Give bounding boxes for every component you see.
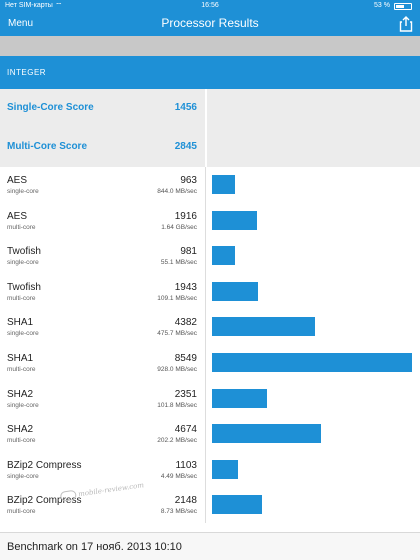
result-row: BZip2 Compress multi-core 2148 8.73 MB/s… — [0, 487, 420, 522]
navigation-bar: Menu Processor Results — [0, 12, 420, 36]
result-name: BZip2 Compress — [7, 459, 82, 471]
result-rate: 4.49 MB/sec — [160, 472, 197, 480]
result-mode: single-core — [7, 259, 39, 267]
battery-icon — [394, 3, 412, 10]
battery-percentage: 53 % — [374, 2, 390, 9]
single-core-score-label: Single-Core Score — [7, 102, 94, 113]
result-name: Twofish — [7, 246, 41, 258]
result-mode: multi-core — [7, 366, 36, 373]
toolbar-spacer — [0, 36, 420, 56]
result-mode: single-core — [7, 472, 39, 480]
footer: Benchmark on 17 нояб. 2013 10:10 — [0, 532, 420, 560]
result-bar — [212, 459, 238, 479]
score-summary: Single-Core Score 1456 Multi-Core Score … — [0, 89, 420, 167]
result-name: AES — [7, 175, 28, 186]
share-icon[interactable] — [399, 16, 413, 32]
result-row: SHA2 multi-core 4674 202.2 MB/sec — [0, 416, 420, 451]
result-mode: multi-core — [7, 437, 36, 445]
result-row: SHA1 multi-core 8549 928.0 MB/sec — [0, 345, 420, 380]
result-mode: multi-core — [7, 294, 36, 302]
result-rate: 109.1 MB/sec — [157, 294, 197, 302]
result-mode: single-core — [7, 330, 39, 338]
result-rate: 475.7 MB/sec — [157, 330, 197, 338]
result-bar — [212, 175, 235, 194]
single-core-score-value: 1456 — [174, 102, 197, 113]
result-mode: multi-core — [7, 508, 36, 516]
result-row: Twofish single-core 981 55.1 MB/sec — [0, 238, 420, 273]
result-score: 4382 — [174, 317, 197, 329]
result-score: 1943 — [174, 281, 197, 293]
result-bar — [212, 281, 258, 301]
result-score: 2351 — [174, 388, 197, 400]
result-name: SHA1 — [7, 353, 34, 364]
multi-core-score-value: 2845 — [174, 141, 197, 152]
result-mode: single-core — [7, 401, 39, 409]
result-rate: 1.64 GB/sec — [161, 223, 197, 231]
result-score: 1916 — [174, 210, 197, 222]
result-bar — [212, 424, 322, 444]
result-row: AES multi-core 1916 1.64 GB/sec — [0, 203, 420, 238]
section-header-label: INTEGER — [7, 68, 47, 77]
result-rate: 8.73 MB/sec — [160, 508, 197, 516]
section-header-integer: INTEGER — [0, 56, 420, 89]
status-bar: Нет SIM-карты ⌔ 16:56 53 % — [0, 0, 420, 12]
menu-button[interactable]: Menu — [8, 18, 34, 29]
result-name: SHA2 — [7, 424, 34, 436]
result-name: BZip2 Compress — [7, 495, 82, 507]
result-score: 1103 — [175, 459, 197, 471]
multi-core-score-label: Multi-Core Score — [7, 141, 88, 152]
result-rate: 101.8 MB/sec — [157, 401, 197, 409]
multi-core-score-row: Multi-Core Score 2845 — [0, 128, 205, 166]
result-rate: 928.0 MB/sec — [157, 366, 197, 373]
page-title: Processor Results — [161, 16, 259, 30]
result-name: SHA1 — [7, 317, 34, 329]
result-rate: 844.0 MB/sec — [157, 188, 197, 195]
result-row: Twofish multi-core 1943 109.1 MB/sec — [0, 274, 420, 309]
result-score: 963 — [180, 175, 197, 186]
wifi-icon: ⌔ — [55, 1, 63, 10]
results-list: AES single-core 963 844.0 MB/sec AES mul… — [0, 167, 420, 523]
benchmark-date: Benchmark on 17 нояб. 2013 10:10 — [7, 541, 182, 553]
result-row: BZip2 Compress single-core 1103 4.49 MB/… — [0, 452, 420, 487]
result-name: SHA2 — [7, 388, 34, 400]
result-mode: single-core — [7, 188, 39, 195]
result-name: Twofish — [7, 281, 41, 293]
result-bar — [212, 495, 263, 515]
result-bar — [212, 246, 235, 266]
result-rate: 55.1 MB/sec — [160, 259, 197, 267]
single-core-score-row: Single-Core Score 1456 — [0, 89, 205, 127]
column-divider — [205, 167, 206, 523]
result-row: AES single-core 963 844.0 MB/sec — [0, 167, 420, 202]
result-bar — [212, 353, 412, 372]
result-rate: 202.2 MB/sec — [157, 437, 197, 445]
result-score: 4674 — [174, 424, 197, 436]
result-row: SHA1 single-core 4382 475.7 MB/sec — [0, 309, 420, 344]
result-score: 8549 — [174, 353, 197, 364]
result-mode: multi-core — [7, 223, 36, 231]
result-score: 2148 — [174, 495, 197, 507]
result-name: AES — [7, 210, 28, 222]
result-bar — [212, 210, 257, 230]
carrier-label: Нет SIM-карты — [5, 2, 53, 9]
result-bar — [212, 388, 267, 408]
status-time: 16:56 — [201, 2, 219, 9]
result-score: 981 — [180, 246, 197, 258]
result-row: SHA2 single-core 2351 101.8 MB/sec — [0, 381, 420, 416]
result-bar — [212, 317, 315, 337]
score-divider — [205, 89, 207, 167]
